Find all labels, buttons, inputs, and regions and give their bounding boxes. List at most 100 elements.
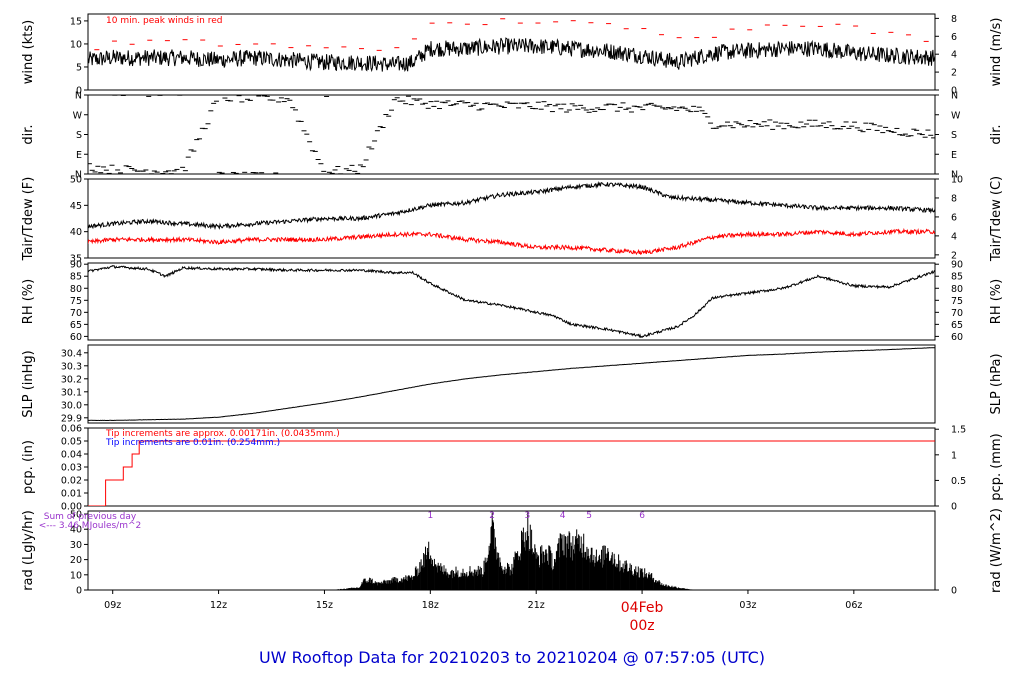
series-line-RH bbox=[88, 264, 935, 339]
radiation-marker: 1 bbox=[427, 511, 433, 521]
y-axis-label-left: RH (%) bbox=[21, 279, 36, 324]
y-tick-label-right: 2 bbox=[951, 68, 957, 79]
y-axis-label-right: SLP (hPa) bbox=[989, 353, 1004, 414]
y-tick-label-right: 0 bbox=[951, 586, 957, 597]
y-axis-label-right: rad (W/m^2) bbox=[989, 508, 1004, 593]
y-tick-label-left: 65 bbox=[70, 320, 82, 331]
y-tick-label-right: 75 bbox=[951, 296, 963, 307]
panel-wind: 0 5 10 15 0 2 4 6 8 wind (kts) wind (m/s) 10 min. p… bbox=[21, 13, 1004, 97]
y-tick-label-left: 0.03 bbox=[61, 463, 82, 474]
y-tick-label-right: W bbox=[951, 110, 961, 121]
radiation-marker: 4 bbox=[560, 511, 566, 521]
y-tick-label-right: 4 bbox=[951, 231, 957, 242]
y-tick-label-left: 70 bbox=[70, 308, 82, 319]
day-label-time: 00z bbox=[629, 618, 654, 634]
series-group-pcp bbox=[88, 440, 935, 506]
y-tick-label-right: 4 bbox=[951, 50, 957, 61]
y-tick-label-left: 5 bbox=[76, 62, 82, 73]
panel-frame-dir bbox=[87, 94, 936, 175]
y-tick-label-left: 40 bbox=[70, 525, 82, 536]
x-tick-label: 18z bbox=[422, 600, 439, 611]
y-tick-label-left: 85 bbox=[70, 272, 82, 283]
y-tick-label-right: 0 bbox=[951, 502, 957, 513]
y-tick-label-right: 60 bbox=[951, 332, 963, 343]
series-line-Tair bbox=[88, 180, 935, 231]
y-tick-label-left: 30.0 bbox=[61, 400, 82, 411]
y-tick-label-left: 0.02 bbox=[61, 476, 82, 487]
y-tick-label-left: 90 bbox=[70, 260, 82, 271]
y-tick-label-right: N bbox=[951, 170, 958, 181]
series-group-dir bbox=[88, 95, 935, 174]
y-tick-label-left: 60 bbox=[70, 332, 82, 343]
y-tick-label-left: 30 bbox=[70, 540, 82, 551]
panel-temp: 35 40 45 50 2 4 6 8 10 Tair/Tdew (F) Tair/Tdew (C) bbox=[21, 175, 1004, 265]
y-tick-label-left: 30.3 bbox=[61, 361, 82, 372]
radiation-marker: 2 bbox=[489, 511, 495, 521]
y-tick-label-left: 10 bbox=[70, 39, 82, 50]
y-tick-label-right: 6 bbox=[951, 32, 957, 43]
x-tick-label: 15z bbox=[316, 600, 333, 611]
x-tick-label: 09z bbox=[104, 600, 121, 611]
y-tick-label-right: 8 bbox=[951, 193, 957, 204]
y-axis-label-left: dir. bbox=[21, 124, 36, 144]
peak-wind-annotation: 10 min. peak winds in red bbox=[106, 16, 223, 26]
panel-rad: 0 10 20 30 40 50 0 rad (Lgly/hr) rad (W/m^2) Sum … bbox=[21, 508, 1004, 596]
series-line-Tdew bbox=[88, 227, 935, 256]
x-tick-label: 03z bbox=[739, 600, 756, 611]
series-group-rad bbox=[331, 512, 695, 590]
y-tick-label-right: 2 bbox=[951, 250, 957, 261]
panel-frame-wind bbox=[87, 13, 936, 91]
y-axis-label-left: rad (Lgly/hr) bbox=[21, 510, 36, 591]
series-group-rh bbox=[88, 264, 935, 339]
panel-frame-slp bbox=[87, 344, 936, 424]
y-tick-label-left: 0 bbox=[76, 86, 82, 97]
radiation-marker: 5 bbox=[586, 511, 592, 521]
x-axis: 09z 12z 15z 18z 21z 03z 06z 04Feb 00z bbox=[104, 590, 862, 634]
radiation-sum-label: Sum of previous day bbox=[44, 512, 137, 522]
y-tick-label-left: 75 bbox=[70, 296, 82, 307]
y-axis-label-left: Tair/Tdew (F) bbox=[21, 177, 36, 262]
y-axis-label-right: wind (m/s) bbox=[989, 18, 1004, 87]
y-tick-label-right: 80 bbox=[951, 284, 963, 295]
y-tick-label-right: 1 bbox=[951, 450, 957, 461]
y-tick-label-right: 6 bbox=[951, 212, 957, 223]
y-tick-label-left: 0 bbox=[76, 586, 82, 597]
y-tick-label-left: 30.1 bbox=[61, 387, 82, 398]
panel-pcp: 0.00 0.01 0.02 0.03 0.04 0.05 0.06 0 0.5 1 1.5 pcp.… bbox=[21, 424, 1004, 513]
y-tick-label-left: 0.06 bbox=[61, 424, 82, 435]
y-tick-label-right: 10 bbox=[951, 175, 963, 186]
panel-slp: 29.9 30.0 30.1 30.2 30.3 30.4 SLP (inHg) SLP (h… bbox=[21, 344, 1004, 424]
tip-increment-annotation: Tip increments are 0.01in. (0.254mm.) bbox=[105, 438, 280, 448]
y-tick-label-right: 85 bbox=[951, 272, 963, 283]
tip-increment-annotation: Tip increments are approx. 0.00171in. (0… bbox=[105, 429, 340, 439]
y-tick-label-left: 30.2 bbox=[61, 374, 82, 385]
y-tick-label-left: 10 bbox=[70, 570, 82, 581]
y-tick-label-left: 29.9 bbox=[61, 413, 82, 424]
panel-frame-temp bbox=[87, 178, 936, 259]
y-tick-label-left: E bbox=[76, 150, 82, 161]
y-tick-label-left: 0.05 bbox=[61, 437, 82, 448]
y-axis-label-right: RH (%) bbox=[989, 279, 1004, 324]
radiation-marker: 3 bbox=[525, 511, 531, 521]
y-tick-label-left: N bbox=[75, 170, 82, 181]
series-group-temp bbox=[88, 180, 935, 256]
y-tick-label-left: 30.4 bbox=[61, 348, 82, 359]
y-tick-label-right: 90 bbox=[951, 260, 963, 271]
y-tick-label-right: 1.5 bbox=[951, 425, 966, 436]
x-tick-label: 21z bbox=[528, 600, 545, 611]
day-label-date: 04Feb bbox=[621, 600, 664, 616]
series-group-wind bbox=[88, 18, 935, 73]
y-tick-label-right: S bbox=[951, 130, 957, 141]
x-tick-label: 06z bbox=[845, 600, 862, 611]
series-line-SLP bbox=[88, 347, 935, 422]
radiation-marker: 6 bbox=[639, 511, 645, 521]
y-tick-label-left: N bbox=[75, 91, 82, 102]
panel-frame-rh bbox=[87, 262, 936, 341]
y-tick-label-right: 8 bbox=[951, 14, 957, 25]
y-tick-label-left: 45 bbox=[70, 201, 82, 212]
series-line-wind bbox=[88, 37, 935, 73]
radiation-sum-value: <--- 3.46 MJoules/m^2 bbox=[39, 521, 141, 531]
